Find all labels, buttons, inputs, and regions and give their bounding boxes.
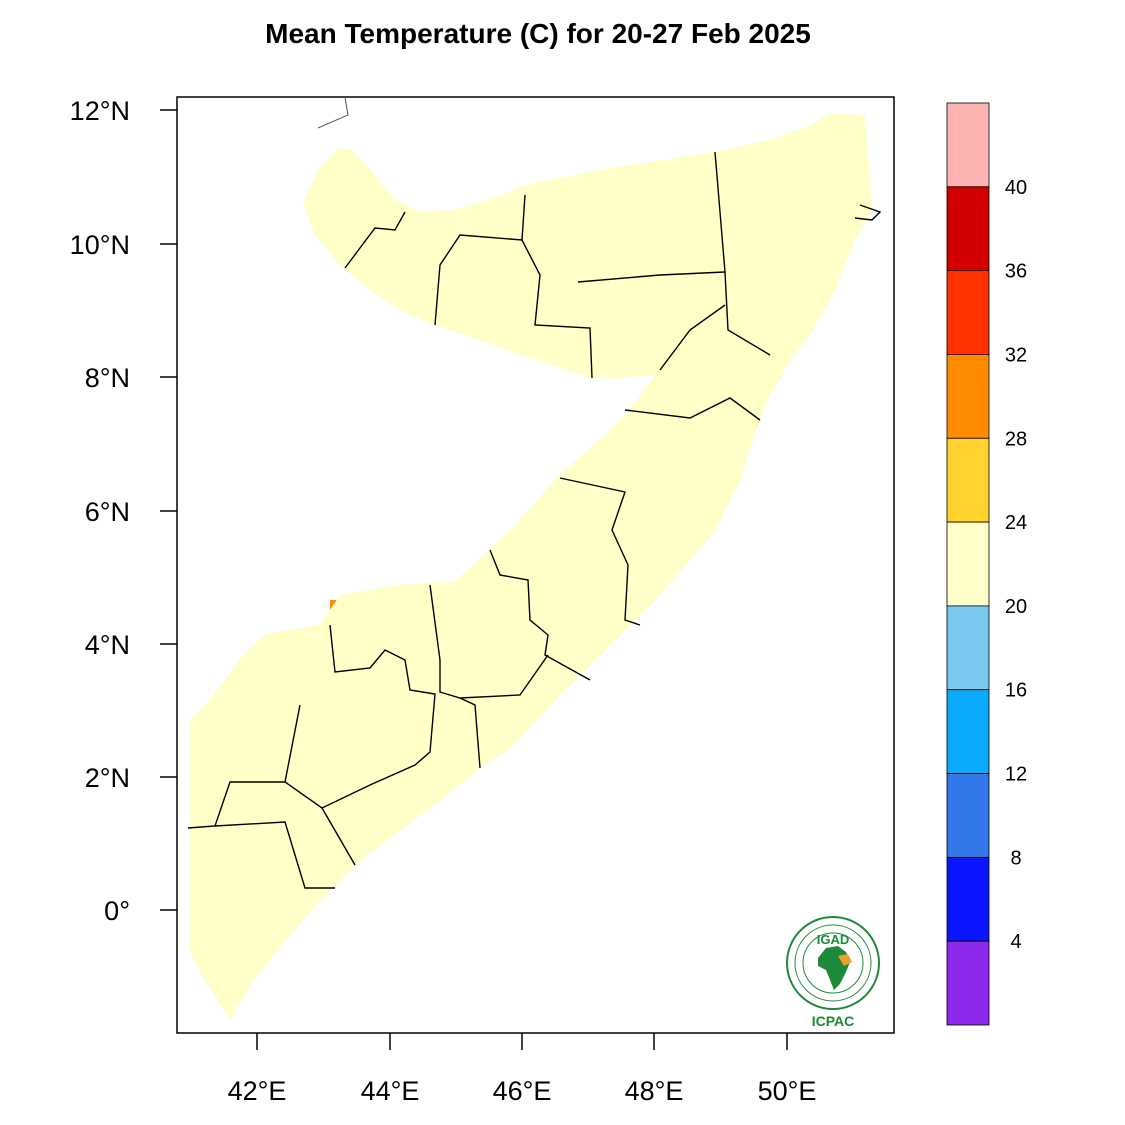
colorbar-label: 40 — [1005, 177, 1027, 199]
colorbar-box — [946, 521, 990, 607]
colorbar-label: 36 — [1005, 261, 1027, 283]
lat-tick-label: 10°N — [70, 230, 130, 260]
colorbar-box — [946, 689, 990, 774]
colorbar-box — [946, 940, 990, 1026]
colorbar-label: 32 — [1005, 344, 1027, 366]
lon-tick-label: 42°E — [228, 1076, 287, 1106]
cape-guardafui — [854, 204, 882, 221]
lat-tick-label: 12°N — [70, 96, 130, 126]
border-djibouti — [317, 96, 349, 129]
logo-top-text: IGAD — [817, 932, 850, 947]
axis-ticks — [160, 109, 788, 1050]
colorbar-box — [946, 856, 990, 942]
colorbar-label: 24 — [1005, 512, 1027, 534]
colorbar-box — [946, 354, 990, 439]
horn-of-africa-icon — [838, 954, 852, 966]
igad-icpac-logo: IGAD — [786, 916, 880, 1010]
lat-tick-label: 0° — [104, 896, 130, 926]
colorbar-label: 16 — [1005, 680, 1027, 702]
lat-tick-label: 4°N — [85, 630, 130, 660]
colorbar-label: 8 — [1010, 847, 1021, 869]
colorbar-label: 12 — [1005, 764, 1027, 786]
colorbar-label: 20 — [1005, 596, 1027, 618]
colorbar-box — [946, 270, 990, 355]
lat-tick-label: 8°N — [85, 363, 130, 393]
colorbar-box — [946, 437, 990, 523]
map-title: Mean Temperature (C) for 20-27 Feb 2025 — [265, 18, 811, 49]
colorbar-box — [946, 773, 990, 858]
admin-boundaries — [187, 151, 771, 889]
lon-tick-label: 50°E — [758, 1076, 817, 1106]
lat-tick-label: 2°N — [85, 763, 130, 793]
colorbar-label: 4 — [1010, 931, 1021, 953]
colorbar-label: 28 — [1005, 428, 1027, 450]
lon-tick-label: 44°E — [361, 1076, 420, 1106]
lat-tick-label: 6°N — [85, 497, 130, 527]
colorbar-box — [946, 186, 990, 272]
lon-tick-label: 48°E — [625, 1076, 684, 1106]
colorbar: 40 36 32 28 24 20 16 12 8 4 — [946, 102, 1027, 1026]
colorbar-box — [946, 605, 990, 691]
logo-bottom-text: ICPAC — [812, 1013, 855, 1029]
colorbar-box — [946, 102, 990, 188]
lon-tick-label: 46°E — [493, 1076, 552, 1106]
